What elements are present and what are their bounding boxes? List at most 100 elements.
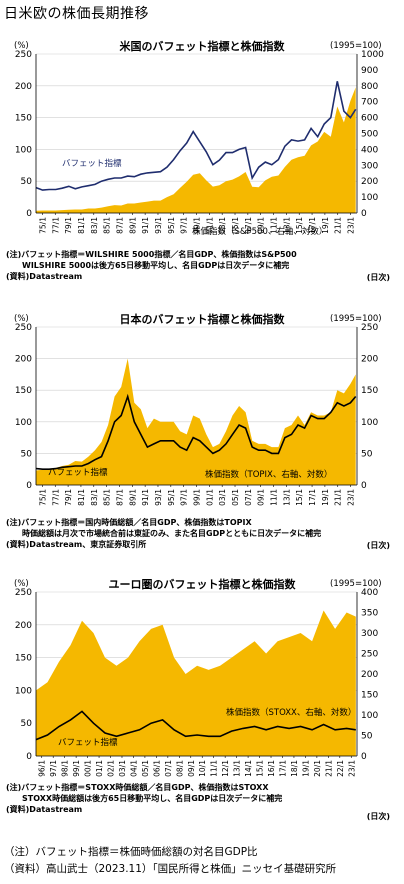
y-tick-label-right: 200 xyxy=(361,355,378,365)
right-unit-label: (1995=100) xyxy=(330,41,382,51)
chart-note: 時価総額は月次で市場統合前は東証のみ、また名目GDPとともに日次データに補完 xyxy=(6,529,322,538)
x-tick-label: 23/1 xyxy=(347,217,356,234)
x-tick-label: 05/1 xyxy=(231,489,240,506)
x-tick-label: 11/1 xyxy=(270,217,279,234)
y-tick-label-right: 100 xyxy=(361,418,378,428)
x-tick-label: 14/1 xyxy=(244,760,253,777)
y-tick-label-right: 0 xyxy=(361,481,367,491)
x-tick-label: 87/1 xyxy=(115,489,124,506)
y-tick-label-right: 150 xyxy=(361,691,378,701)
x-tick-label: 09/1 xyxy=(187,760,196,777)
chart-note: STOXX時価総額は後方65日移動平均し、名目GDPは日次データに補完 xyxy=(6,794,283,803)
y-tick-label-right: 100 xyxy=(361,711,378,721)
x-tick-label: 81/1 xyxy=(77,489,86,506)
x-tick-label: 19/1 xyxy=(301,760,310,777)
x-tick-label: 21/1 xyxy=(334,217,343,234)
y-tick-label-right: 1000 xyxy=(361,50,384,60)
x-tick-label: 83/1 xyxy=(90,489,99,506)
y-tick-label-right: 400 xyxy=(361,588,378,598)
y-tick-label-left: 150 xyxy=(15,114,32,124)
y-tick-label-left: 0 xyxy=(26,481,32,491)
x-tick-label: 15/1 xyxy=(295,217,304,234)
y-tick-label-left: 200 xyxy=(15,82,32,92)
x-tick-label: 75/1 xyxy=(38,217,47,234)
x-tick-label: 99/1 xyxy=(193,217,202,234)
x-tick-label: 95/1 xyxy=(167,217,176,234)
chart-source: (資料)Datastream、東京証券取引所 xyxy=(6,540,147,549)
series-label-buffett-indicator: バフェット指標 xyxy=(58,737,118,748)
chart-svg: 0 50 100 150 200 250 0 100 200 300 400 500 600 700 800… xyxy=(15,50,384,237)
x-tick-label: 20/1 xyxy=(313,760,322,777)
series-label-buffett-indicator: バフェット指標 xyxy=(48,467,108,478)
y-tick-label-right: 250 xyxy=(361,323,378,333)
chart-title: 米国のバフェット指標と株価指数 xyxy=(119,40,285,53)
chart-title: ユーロ圏のバフェット指標と株価指数 xyxy=(108,578,296,591)
chart-svg: 0 50 100 150 200 250 0 50 100 150 200 250 75/1 77/1 79… xyxy=(15,323,379,506)
chart-title: 日本のバフェット指標と株価指数 xyxy=(119,313,285,326)
chart-note: (注)バフェット指標＝WILSHIRE 5000指標／名目GDP、株価指数はS&… xyxy=(6,250,297,259)
x-tick-label: 08/1 xyxy=(175,760,184,777)
x-tick-label: 95/1 xyxy=(167,489,176,506)
x-tick-label: 06/1 xyxy=(152,760,161,777)
y-tick-label-left: 0 xyxy=(26,752,32,762)
y-tick-label-left: 0 xyxy=(26,209,32,219)
x-tick-label: 03/1 xyxy=(218,217,227,234)
x-tick-label: 15/1 xyxy=(295,489,304,506)
x-tick-label: 19/1 xyxy=(321,217,330,234)
chart-note: WILSHIRE 5000は後方65日移動平均し、名目GDPは日次データに補完 xyxy=(6,261,290,270)
x-tick-label: 87/1 xyxy=(115,217,124,234)
y-tick-label-right: 600 xyxy=(361,114,378,124)
x-tick-label: 99/1 xyxy=(193,489,202,506)
x-tick-label: 81/1 xyxy=(77,217,86,234)
y-tick-label-left: 250 xyxy=(15,323,32,333)
x-tick-label: 75/1 xyxy=(38,489,47,506)
x-tick-label: 91/1 xyxy=(141,217,150,234)
x-tick-label: 05/1 xyxy=(141,760,150,777)
x-tick-label: 04/1 xyxy=(129,760,138,777)
series-label-stock-index: 株価指数（S&P500、右軸、対数） xyxy=(192,226,327,237)
series-label-buffett-indicator: バフェット指標 xyxy=(62,158,122,169)
series-line-buffett-indicator xyxy=(35,81,357,191)
chart-note: (注)バフェット指標＝国内時価総額／名目GDP、株価指数はTOPIX xyxy=(6,518,252,527)
chart-svg: 0 50 100 150 200 250 0 50 100 150 200 250 300 350 400 9… xyxy=(15,588,379,777)
x-tick-label: 18/1 xyxy=(290,760,299,777)
y-tick-label-right: 900 xyxy=(361,66,378,76)
y-tick-label-right: 100 xyxy=(361,193,378,203)
x-tick-label: 12/1 xyxy=(221,760,230,777)
series-label-stock-index: 株価指数（STOXX、右軸、対数） xyxy=(226,707,356,718)
x-tick-label: 17/1 xyxy=(278,760,287,777)
x-tick-label: 97/1 xyxy=(49,760,58,777)
x-tick-label: 17/1 xyxy=(308,217,317,234)
chart-panel-euro: ユーロ圏のバフェット指標と株価指数 (%) (1995=100) 0 50 100 1… xyxy=(0,568,404,830)
y-tick-label-left: 250 xyxy=(15,50,32,60)
chart-panel-japan: 日本のバフェット指標と株価指数 (%) (1995=100) 0 50 100 150… xyxy=(0,305,404,563)
x-tick-label: 93/1 xyxy=(154,217,163,234)
y-tick-label-right: 800 xyxy=(361,82,378,92)
y-tick-label-left: 100 xyxy=(15,686,32,696)
x-tick-label: 97/1 xyxy=(180,489,189,506)
page-title: 日米欧の株価長期推移 xyxy=(4,6,149,22)
y-tick-label-right: 500 xyxy=(361,130,378,140)
y-tick-label-right: 200 xyxy=(361,177,378,187)
y-tick-label-right: 150 xyxy=(361,386,378,396)
series-line-buffett-indicator xyxy=(35,710,356,741)
x-tick-label: 10/1 xyxy=(198,760,207,777)
x-tick-label: 13/1 xyxy=(282,217,291,234)
y-tick-label-right: 50 xyxy=(361,449,373,459)
x-tick-label: 77/1 xyxy=(51,217,60,234)
y-tick-label-right: 0 xyxy=(361,209,367,219)
y-tick-label-right: 250 xyxy=(361,650,378,660)
x-tick-label: 23/1 xyxy=(347,760,356,777)
x-tick-label: 89/1 xyxy=(128,489,137,506)
frequency-label: (日次) xyxy=(366,541,390,550)
y-tick-label-right: 50 xyxy=(361,732,373,742)
y-tick-label-right: 350 xyxy=(361,609,378,619)
x-tick-label: 99/1 xyxy=(72,760,81,777)
x-tick-label: 22/1 xyxy=(336,760,345,777)
y-tick-label-left: 50 xyxy=(21,719,33,729)
left-unit-label: (%) xyxy=(14,579,29,589)
x-tick-label: 77/1 xyxy=(51,489,60,506)
y-tick-label-right: 200 xyxy=(361,670,378,680)
chart-panel-us: 米国のバフェット指標と株価指数 (%) (1995=100) 0 50 100 150… xyxy=(0,28,404,300)
x-tick-label: 13/1 xyxy=(233,760,242,777)
